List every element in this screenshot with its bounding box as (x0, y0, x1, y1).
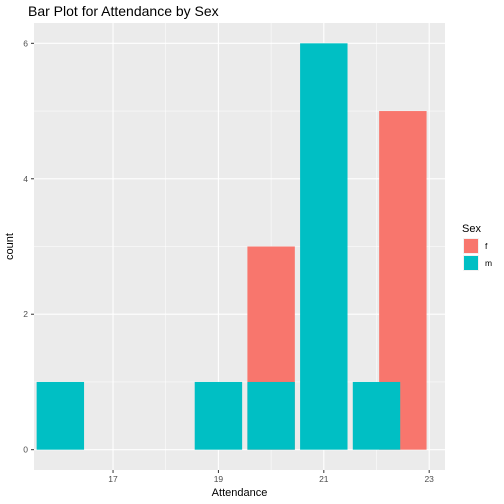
legend-key-f (464, 239, 478, 253)
y-tick-label: 4 (23, 174, 28, 184)
x-tick-label: 17 (108, 474, 118, 484)
bar-m (194, 381, 243, 450)
y-tick-label: 6 (23, 38, 28, 48)
legend-label-f: f (485, 241, 488, 251)
x-tick-label: 23 (424, 474, 434, 484)
y-tick-label: 0 (23, 445, 28, 455)
x-tick-label: 19 (214, 474, 224, 484)
x-axis-title: Attendance (212, 487, 268, 499)
bar-m (300, 43, 348, 450)
chart-title: Bar Plot for Attendance by Sex (28, 3, 219, 19)
legend-title: Sex (462, 223, 481, 235)
legend: Sex fm (462, 223, 492, 271)
legend-key-m (464, 256, 478, 270)
y-tick-label: 2 (23, 309, 28, 319)
bar-m (352, 381, 401, 450)
y-axis-title: count (4, 233, 16, 260)
bar-m (36, 381, 85, 450)
legend-label-m: m (485, 258, 492, 268)
x-tick-label: 21 (319, 474, 329, 484)
bar-m (247, 381, 295, 450)
